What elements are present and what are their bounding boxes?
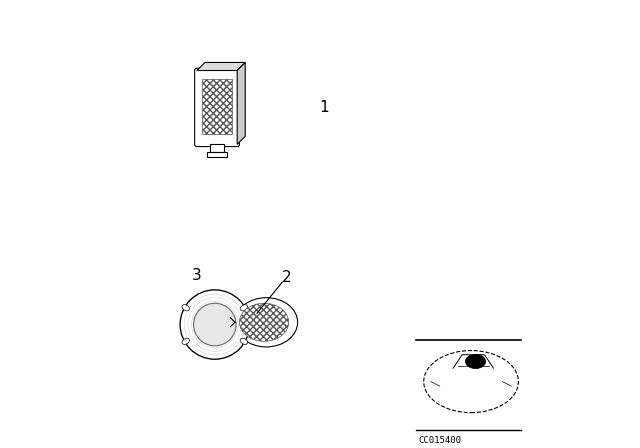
Ellipse shape: [240, 305, 248, 311]
Text: 1: 1: [319, 100, 330, 115]
Ellipse shape: [182, 305, 189, 311]
Text: 2: 2: [282, 270, 291, 285]
Ellipse shape: [465, 354, 486, 369]
Polygon shape: [207, 152, 227, 157]
Text: 3: 3: [192, 268, 202, 283]
Ellipse shape: [424, 350, 518, 413]
Ellipse shape: [180, 290, 250, 359]
Polygon shape: [237, 62, 245, 144]
Ellipse shape: [182, 338, 189, 345]
Polygon shape: [211, 144, 224, 152]
Ellipse shape: [239, 303, 289, 341]
FancyBboxPatch shape: [195, 68, 239, 146]
Ellipse shape: [193, 303, 236, 346]
Ellipse shape: [235, 297, 298, 347]
Bar: [202, 78, 232, 134]
Ellipse shape: [240, 338, 248, 345]
Text: CC015400: CC015400: [419, 436, 461, 445]
Polygon shape: [197, 62, 245, 70]
